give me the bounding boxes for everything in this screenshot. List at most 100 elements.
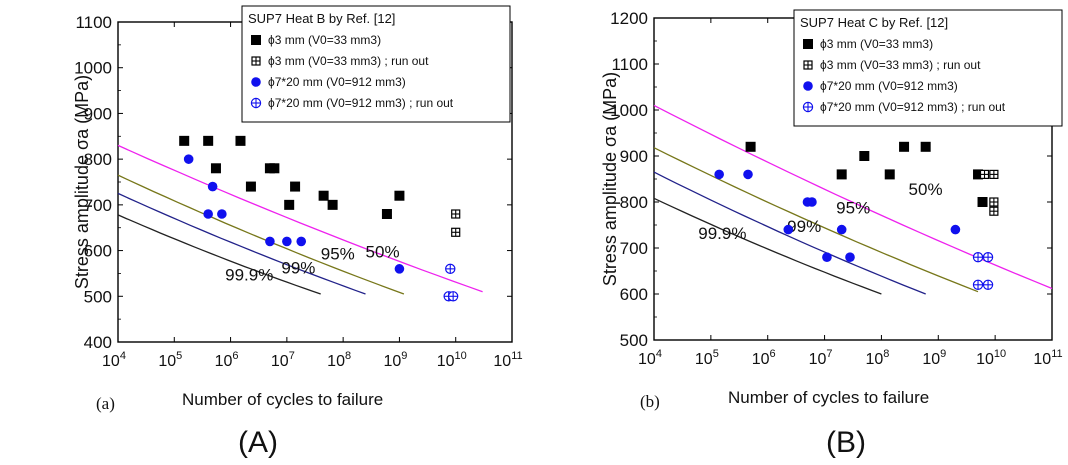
chart-a-xtick-label-4: 108 [327, 350, 351, 370]
chart-b-xtick-label-3: 107 [809, 348, 833, 368]
chart-a-curve-label-0: 50% [366, 242, 400, 261]
chart-a-series-0-point-6 [269, 163, 280, 174]
chart-b-legend-marker-3 [802, 101, 814, 113]
chart-b-x-axis-label: Number of cycles to failure [728, 388, 930, 407]
chart-a-series-0-point-3 [235, 135, 246, 146]
chart-a-series-2-point-1 [203, 209, 213, 219]
chart-a-series-2-point-3 [217, 209, 227, 219]
chart-b-ytick-label-7: 1200 [610, 9, 648, 28]
chart-b-sublabel: (b) [640, 392, 660, 411]
chart-b-ytick-label-1: 600 [620, 285, 648, 304]
chart-a-ytick-label-6: 1000 [74, 59, 112, 78]
chart-b-curve-999 [653, 197, 882, 295]
chart-b-series-0-point-4 [899, 141, 910, 152]
chart-a-ytick-label-0: 400 [84, 333, 112, 352]
chart-a-series-0-point-8 [290, 181, 301, 192]
chart-a-series-1-point-1 [451, 227, 461, 237]
chart-b-xtick-label-7: 1011 [1033, 348, 1062, 368]
chart-a-xtick-label-1: 105 [158, 350, 182, 370]
chart-b-ytick-label-6: 1100 [611, 55, 648, 74]
chart-a-ytick-label-7: 1100 [75, 13, 112, 32]
chart-b-series-0-point-0 [745, 141, 756, 152]
chart-b-ytick-label-3: 800 [620, 193, 648, 212]
chart-a-series-2-point-5 [282, 236, 292, 247]
chart-b-ytick-label-5: 1000 [610, 101, 648, 120]
chart-b-curve-label-2: 99% [787, 217, 821, 236]
chart-b-xtick-label-6: 1010 [976, 348, 1006, 368]
chart-b-series-3-point-3 [982, 279, 994, 290]
chart-b-series-1-point-1 [989, 169, 999, 179]
chart-a-legend-marker-2 [251, 77, 261, 87]
chart-b-series-2-point-1 [743, 169, 753, 180]
chart-a-ytick-label-5: 900 [84, 104, 112, 123]
chart-a-y-axis-label: Stress amplitude σa (MPa) [72, 75, 92, 289]
chart-a-xtick-label-6: 1010 [437, 350, 467, 370]
chart-b-xtick-label-1: 105 [695, 348, 719, 368]
chart-a-series-2-point-6 [296, 236, 307, 247]
chart-a-legend-marker-3 [250, 97, 262, 109]
chart-b-series-2-point-2 [783, 224, 794, 235]
chart-a-legend-label-2: ϕ7*20 mm (V0=912 mm3) [268, 75, 406, 89]
chart-b-series-2-point-8 [950, 224, 961, 235]
chart-a-legend-marker-0 [251, 35, 261, 45]
chart-b-legend-box [793, 9, 1063, 127]
chart-a-curve-label-3: 99.9% [225, 265, 273, 284]
chart-a-xtick-label-2: 106 [215, 350, 239, 370]
chart-a-series-2-point-2 [207, 181, 218, 192]
chart-b-series-0-point-5 [920, 141, 931, 152]
chart-a-series-0-point-10 [327, 199, 338, 210]
chart-a-series-0-point-0 [179, 135, 190, 146]
chart-a-series-3-point-2 [447, 291, 459, 302]
chart-a-series-2-point-0 [183, 154, 194, 164]
chart-a-ytick-label-1: 500 [84, 287, 112, 306]
chart-panel-b: 500 600 700 800 900 1000 1100 1200 104 105 106 107 1… [534, 0, 1068, 465]
chart-b-legend-label-1: ϕ3 mm (V0=33 mm3) ; run out [820, 58, 981, 72]
chart-b-series-2-point-6 [836, 224, 847, 235]
chart-b-series-3-point-1 [982, 252, 994, 263]
chart-b-caption: (B) [826, 426, 866, 459]
chart-a-series-0-point-2 [210, 163, 221, 174]
chart-a-series-0-point-12 [394, 190, 405, 201]
chart-b-series-3-point-0 [972, 252, 984, 263]
chart-b-curve-99 [653, 171, 926, 295]
chart-b-curve-50 [653, 104, 1053, 290]
chart-a-series-0-point-7 [284, 199, 295, 210]
chart-a-sublabel: (a) [96, 394, 115, 413]
chart-b-series-3-point-2 [972, 279, 984, 290]
chart-b-series-0-point-2 [859, 151, 870, 161]
chart-a-curve-95 [117, 174, 405, 295]
chart-b-series-1-point-0 [979, 169, 990, 179]
chart-a-legend-marker-1 [251, 56, 261, 66]
chart-b-xtick-label-0: 104 [638, 348, 662, 368]
chart-a-legend-label-1: ϕ3 mm (V0=33 mm3) ; run out [268, 54, 429, 68]
chart-panel-a: 400 500 600 700 800 900 1000 1100 104 105 106 107 10… [72, 5, 523, 459]
chart-b-series-2-point-4 [807, 197, 817, 207]
chart-a-curve-999 [117, 214, 321, 295]
chart-a-legend-label-3: ϕ7*20 mm (V0=912 mm3) ; run out [268, 96, 454, 110]
chart-a-xtick-label-3: 107 [271, 350, 295, 370]
chart-b-curve-label-1: 95% [836, 199, 870, 218]
chart-a-series-2-point-7 [394, 264, 405, 274]
chart-a-x-axis-label: Number of cycles to failure [182, 390, 384, 409]
chart-b-series-0-point-3 [884, 169, 895, 180]
chart-a-series-0-point-11 [381, 209, 392, 219]
chart-b-xtick-label-4: 108 [865, 348, 889, 368]
chart-a-curve-label-2: 99% [281, 258, 315, 277]
chart-b-ytick-label-4: 900 [620, 147, 648, 166]
chart-a-series-0-point-4 [245, 181, 256, 192]
chart-a-ytick-label-3: 700 [84, 196, 112, 215]
chart-b-plot: 500 600 700 800 900 1000 1100 1200 104 105 106 107 1… [600, 9, 1063, 368]
chart-a-series-0-point-9 [318, 190, 329, 201]
chart-a-curve-50 [117, 144, 483, 293]
chart-b-curve-label-3: 99.9% [698, 224, 746, 243]
chart-b-curve-95 [653, 147, 979, 293]
chart-a-curve-label-1: 95% [321, 245, 355, 264]
chart-b-legend-label-2: ϕ7*20 mm (V0=912 mm3) [820, 79, 958, 93]
chart-a-ytick-label-4: 800 [84, 150, 112, 169]
chart-b-ytick-label-2: 700 [620, 239, 648, 258]
chart-b-series-2-point-7 [845, 252, 855, 262]
chart-a-series-0-point-1 [203, 135, 214, 146]
chart-a-xtick-label-5: 109 [383, 350, 407, 370]
chart-a-xtick-label-0: 104 [102, 350, 126, 370]
chart-b-xtick-label-5: 109 [922, 348, 946, 368]
